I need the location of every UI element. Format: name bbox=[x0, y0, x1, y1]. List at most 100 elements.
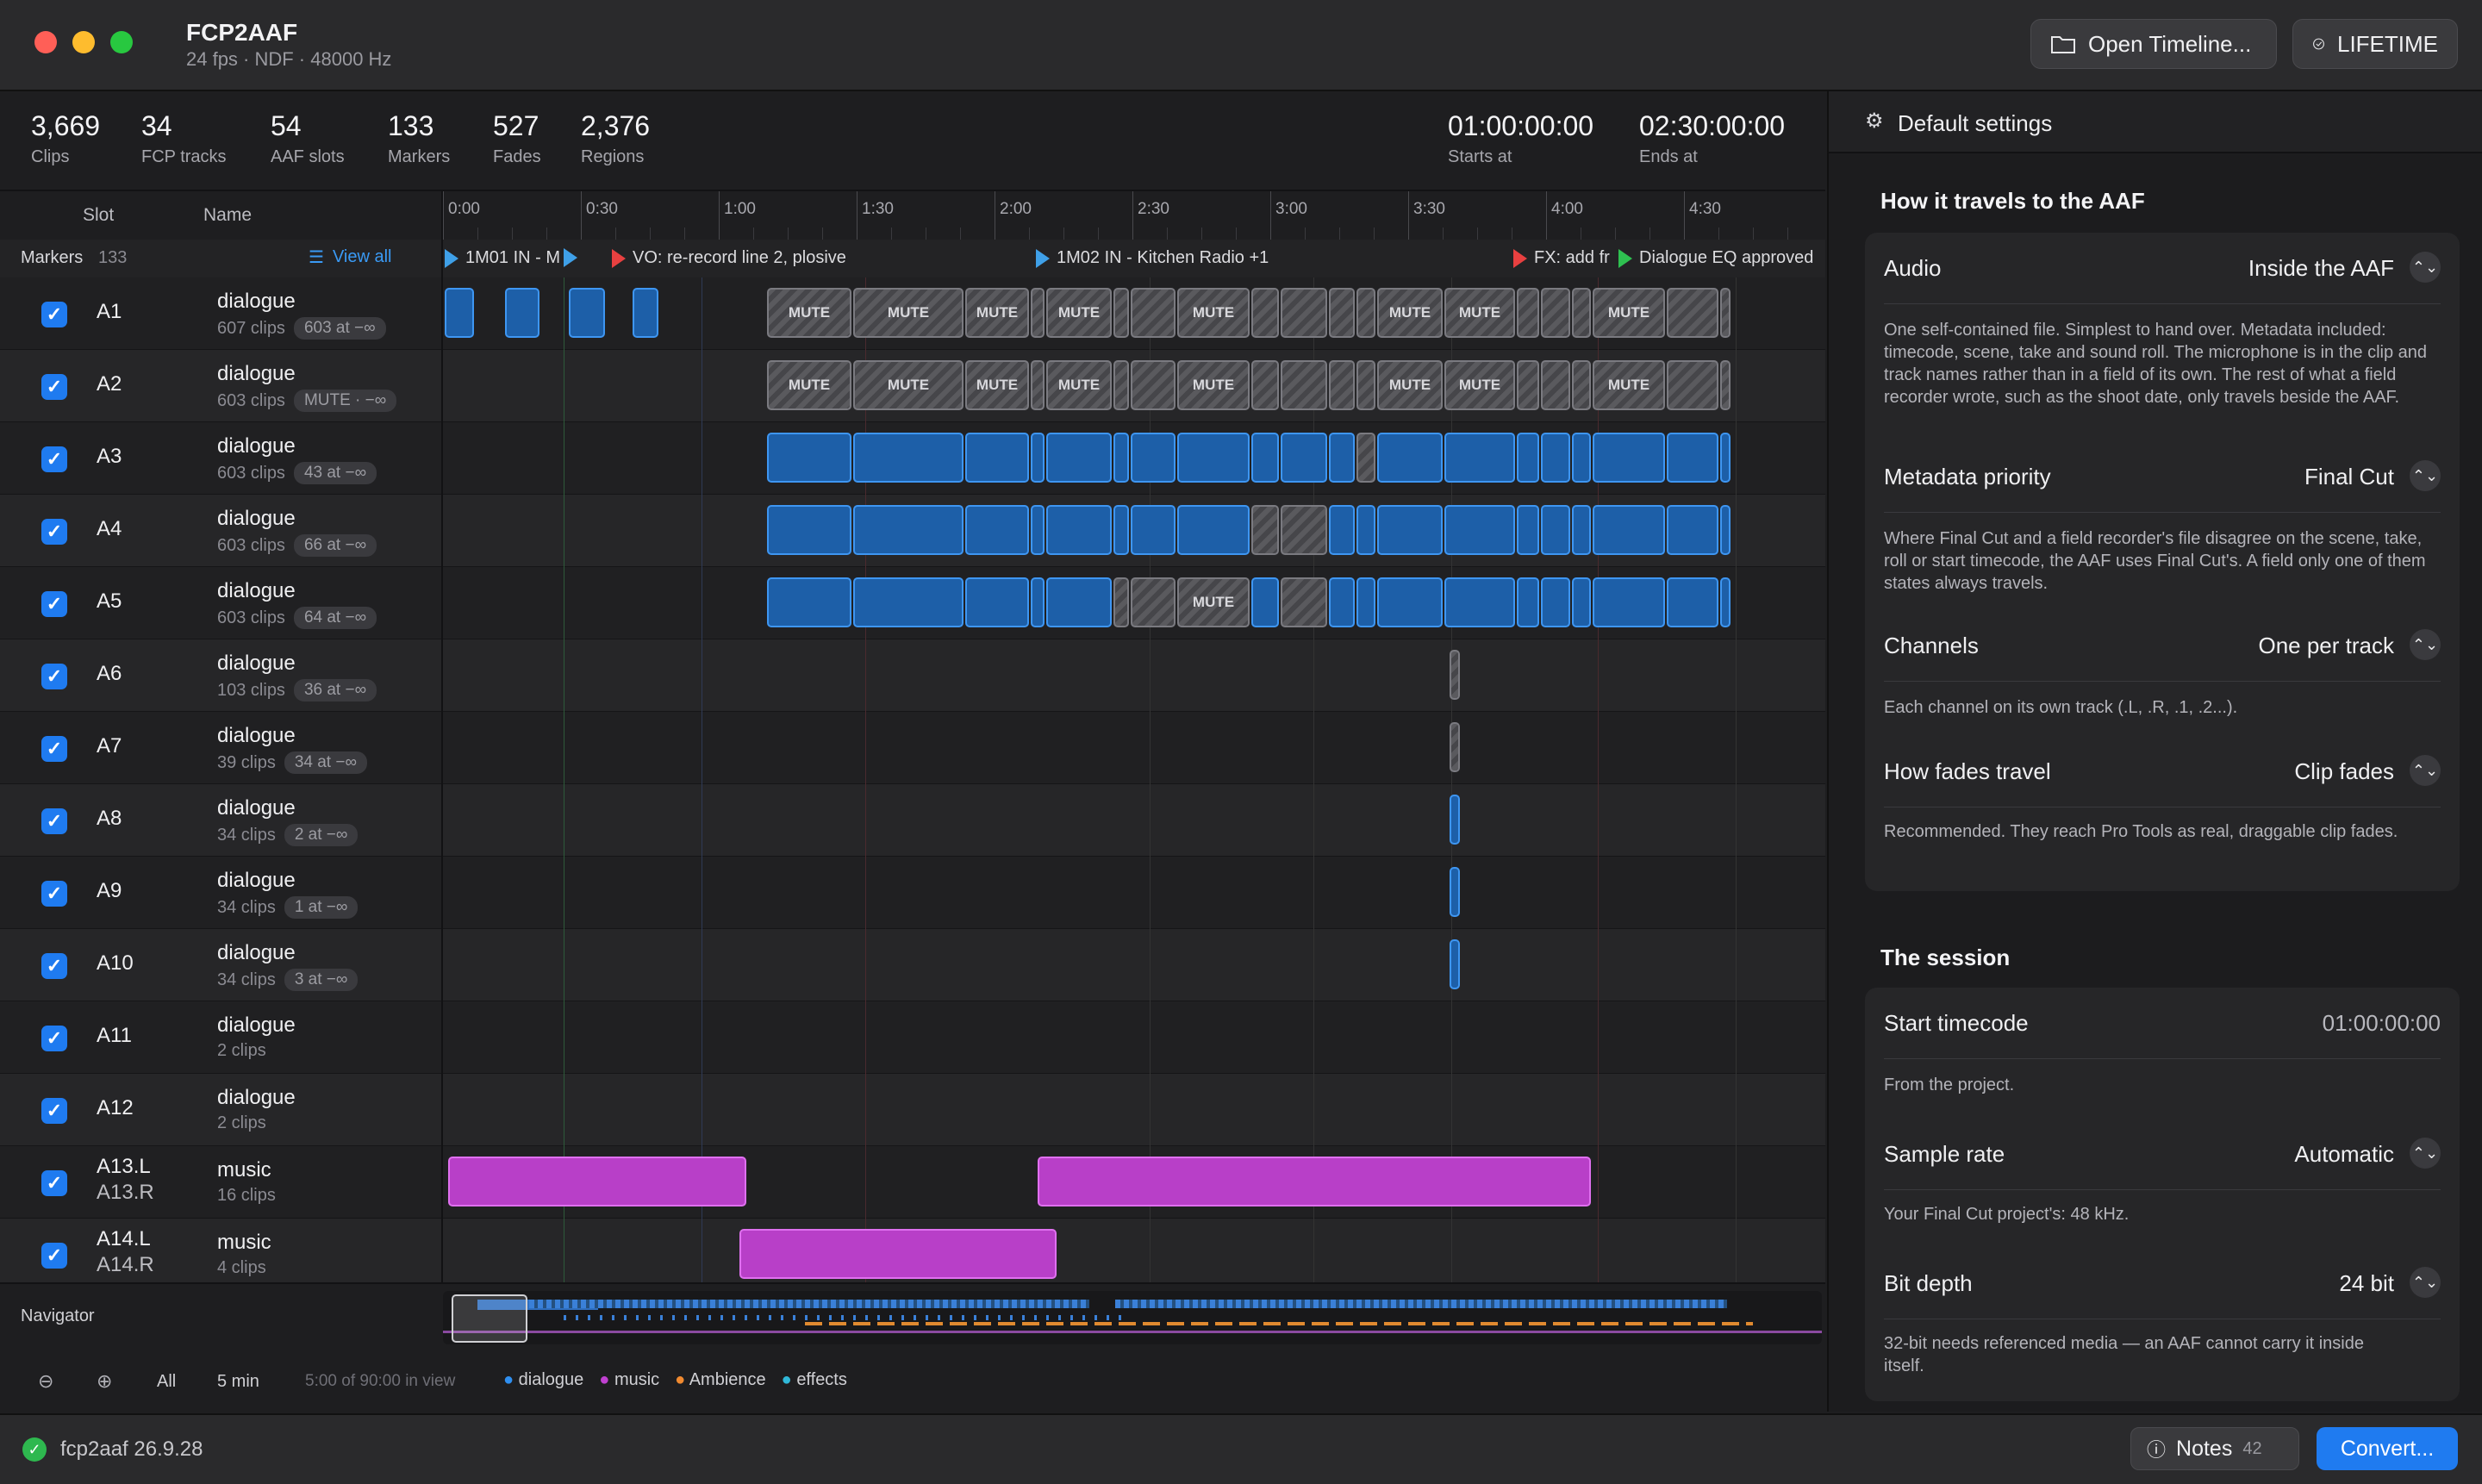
track-enable-checkbox[interactable]: ✓ bbox=[41, 446, 67, 472]
muted-clip[interactable]: MUTE bbox=[965, 360, 1029, 410]
track-enable-checkbox[interactable]: ✓ bbox=[41, 1026, 67, 1051]
track-enable-checkbox[interactable]: ✓ bbox=[41, 736, 67, 762]
audio-clip[interactable] bbox=[853, 577, 963, 627]
track-row[interactable]: ✓ A2 dialogue 603 clips MUTE · −∞ MUTE MUT… bbox=[0, 350, 1825, 422]
track-row[interactable]: ✓ A3 dialogue 603 clips 43 at −∞ bbox=[0, 422, 1825, 495]
track-row[interactable]: ✓ A1 dialogue 607 clips 603 at −∞ MUTE MUT… bbox=[0, 277, 1825, 350]
muted-clip[interactable]: MUTE bbox=[1377, 360, 1443, 410]
audio-clip[interactable] bbox=[1572, 577, 1591, 627]
audio-clip[interactable] bbox=[1541, 433, 1570, 483]
audio-clip[interactable] bbox=[1572, 505, 1591, 555]
track-lane[interactable] bbox=[443, 929, 1825, 1001]
muted-clip[interactable] bbox=[1720, 360, 1731, 410]
track-lane[interactable] bbox=[443, 1219, 1825, 1282]
audio-clip[interactable] bbox=[1667, 433, 1718, 483]
audio-clip[interactable] bbox=[767, 577, 851, 627]
setting-start-tc-value[interactable]: 01:00:00:00 bbox=[2322, 1010, 2441, 1036]
audio-clip[interactable] bbox=[853, 433, 963, 483]
setting-channels-value[interactable]: One per track bbox=[2258, 633, 2394, 658]
muted-clip[interactable] bbox=[1281, 288, 1327, 338]
muted-clip[interactable]: MUTE bbox=[1177, 577, 1250, 627]
audio-clip[interactable] bbox=[1593, 433, 1665, 483]
track-row[interactable]: ✓ A8 dialogue 34 clips 2 at −∞ bbox=[0, 784, 1825, 857]
track-lane[interactable] bbox=[443, 639, 1825, 712]
audio-clip[interactable] bbox=[1329, 505, 1355, 555]
audio-clip[interactable] bbox=[1444, 433, 1515, 483]
audio-clip[interactable] bbox=[1329, 577, 1355, 627]
fades-stepper-icon[interactable]: ⌃⌄ bbox=[2410, 755, 2441, 786]
muted-clip[interactable] bbox=[1572, 360, 1591, 410]
track-row[interactable]: ✓ A12 dialogue 2 clips bbox=[0, 1074, 1825, 1146]
muted-clip[interactable]: MUTE bbox=[1046, 360, 1112, 410]
minimize-window-button[interactable] bbox=[72, 31, 95, 53]
metadata-stepper-icon[interactable]: ⌃⌄ bbox=[2410, 460, 2441, 491]
close-window-button[interactable] bbox=[34, 31, 57, 53]
zoom-in-icon[interactable]: ⊕ bbox=[97, 1370, 113, 1392]
track-row[interactable]: ✓ A9 dialogue 34 clips 1 at −∞ bbox=[0, 857, 1825, 929]
sample-rate-stepper-icon[interactable]: ⌃⌄ bbox=[2410, 1138, 2441, 1169]
track-lane[interactable]: MUTE MUTE MUTE MUTE MUTE MUTE MUTE MUTE bbox=[443, 350, 1825, 422]
muted-clip[interactable] bbox=[1131, 577, 1176, 627]
audio-clip[interactable] bbox=[1720, 505, 1731, 555]
audio-clip[interactable] bbox=[569, 288, 605, 338]
track-enable-checkbox[interactable]: ✓ bbox=[41, 591, 67, 617]
muted-clip[interactable]: MUTE bbox=[1177, 288, 1250, 338]
muted-clip[interactable] bbox=[1356, 433, 1375, 483]
muted-clip[interactable] bbox=[1113, 360, 1129, 410]
muted-clip[interactable]: MUTE bbox=[853, 360, 963, 410]
track-enable-checkbox[interactable]: ✓ bbox=[41, 1243, 67, 1269]
muted-clip[interactable] bbox=[1281, 577, 1327, 627]
muted-clip[interactable] bbox=[1356, 288, 1375, 338]
muted-clip[interactable] bbox=[1113, 288, 1129, 338]
music-clip[interactable] bbox=[1038, 1157, 1591, 1207]
track-row[interactable]: ✓ A10 dialogue 34 clips 3 at −∞ bbox=[0, 929, 1825, 1001]
marker-item[interactable]: 1M01 IN - M bbox=[445, 248, 560, 268]
audio-clip[interactable] bbox=[1593, 505, 1665, 555]
marker-item[interactable]: Dialogue EQ approved bbox=[1618, 248, 1813, 268]
track-row[interactable]: ✓ A14.L A14.R music 4 clips bbox=[0, 1219, 1825, 1282]
track-enable-checkbox[interactable]: ✓ bbox=[41, 808, 67, 834]
muted-clip[interactable] bbox=[1450, 650, 1460, 700]
track-enable-checkbox[interactable]: ✓ bbox=[41, 1098, 67, 1124]
muted-clip[interactable] bbox=[1131, 360, 1176, 410]
marker-item[interactable] bbox=[564, 248, 577, 267]
audio-clip[interactable] bbox=[1131, 433, 1176, 483]
audio-clip[interactable] bbox=[1377, 577, 1443, 627]
audio-clip[interactable] bbox=[1450, 795, 1460, 845]
track-lane[interactable] bbox=[443, 1074, 1825, 1146]
muted-clip[interactable] bbox=[1450, 722, 1460, 772]
audio-clip[interactable] bbox=[445, 288, 474, 338]
channels-stepper-icon[interactable]: ⌃⌄ bbox=[2410, 629, 2441, 660]
audio-clip[interactable] bbox=[1113, 433, 1129, 483]
open-timeline-button[interactable]: Open Timeline... bbox=[2030, 19, 2277, 69]
muted-clip[interactable]: MUTE bbox=[1593, 288, 1665, 338]
muted-clip[interactable] bbox=[1541, 288, 1570, 338]
setting-metadata-value[interactable]: Final Cut bbox=[2304, 464, 2394, 489]
audio-clip[interactable] bbox=[1329, 433, 1355, 483]
marker-item[interactable]: FX: add fr bbox=[1513, 248, 1617, 268]
time-ruler[interactable]: 0:00 0:30 1:00 1:30 2:00 2:30 3:00 3:30 4:00 4:30 bbox=[443, 191, 1825, 240]
audio-clip[interactable] bbox=[1667, 577, 1718, 627]
audio-clip[interactable] bbox=[1541, 505, 1570, 555]
audio-clip[interactable] bbox=[1031, 505, 1045, 555]
audio-clip[interactable] bbox=[1572, 433, 1591, 483]
zoom-5min-button[interactable]: 5 min bbox=[217, 1372, 259, 1391]
muted-clip[interactable] bbox=[1329, 288, 1355, 338]
muted-clip[interactable] bbox=[1031, 288, 1045, 338]
audio-clip[interactable] bbox=[1281, 433, 1327, 483]
audio-clip[interactable] bbox=[1356, 505, 1375, 555]
muted-clip[interactable]: MUTE bbox=[1177, 360, 1250, 410]
muted-clip[interactable]: MUTE bbox=[853, 288, 963, 338]
audio-clip[interactable] bbox=[1046, 433, 1112, 483]
audio-clip[interactable] bbox=[1720, 577, 1731, 627]
audio-clip[interactable] bbox=[1177, 505, 1250, 555]
marker-item[interactable]: 1M02 IN - Kitchen Radio +1 bbox=[1036, 248, 1269, 268]
muted-clip[interactable]: MUTE bbox=[1046, 288, 1112, 338]
track-lane[interactable] bbox=[443, 712, 1825, 784]
zoom-out-icon[interactable]: ⊖ bbox=[38, 1370, 54, 1392]
navigator-viewport[interactable] bbox=[452, 1294, 527, 1343]
notes-button[interactable]: ⓘ Notes 42 bbox=[2130, 1427, 2299, 1470]
music-clip[interactable] bbox=[448, 1157, 746, 1207]
audio-clip[interactable] bbox=[965, 577, 1029, 627]
setting-sample-rate-value[interactable]: Automatic bbox=[2294, 1141, 2394, 1167]
